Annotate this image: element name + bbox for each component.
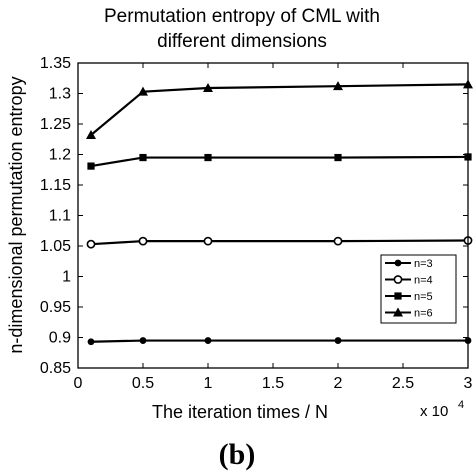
legend-label-n6: n=6 — [414, 308, 433, 320]
y-axis: 0.85 0.9 0.95 1 1.05 1.1 1.15 1.2 1.25 1.3 1.35 — [40, 55, 468, 377]
y-tick-label: 1 — [62, 269, 71, 286]
data-point-n5 — [139, 153, 147, 162]
data-point-n3 — [204, 337, 212, 344]
x-tick-label: 2 — [334, 375, 343, 392]
y-tick-label: 0.85 — [40, 360, 71, 377]
x-exponent-power: 4 — [458, 399, 464, 411]
y-tick-label: 0.95 — [40, 299, 71, 316]
data-point-n4 — [203, 236, 213, 246]
legend: n=3 n=4 n=5 n=6 — [380, 254, 457, 324]
y-tick-label: 1.05 — [40, 238, 71, 255]
chart-title-line-1: Permutation entropy of CML with — [104, 6, 380, 27]
data-point-n4 — [138, 236, 148, 246]
x-axis: 0 0.5 1 1.5 2 2.5 3 — [74, 63, 473, 392]
data-point-n4 — [86, 239, 96, 249]
y-tick-label: 1.15 — [40, 177, 71, 194]
data-point-n5 — [334, 153, 342, 162]
x-tick-label: 3 — [464, 375, 473, 392]
legend-label-n5: n=5 — [414, 291, 433, 303]
y-tick-label: 1.35 — [40, 55, 71, 72]
legend-marker-n4 — [393, 275, 403, 284]
x-tick-label: 1.5 — [262, 375, 284, 392]
legend-marker-n6 — [393, 307, 403, 317]
data-point-n3 — [87, 338, 95, 346]
panel-label: (b) — [219, 438, 256, 471]
x-tick-label: 2.5 — [392, 375, 414, 392]
y-tick-label: 1.2 — [49, 147, 71, 164]
legend-label-n3: n=3 — [414, 258, 433, 270]
y-axis-label: n-dimensional permutation entropy — [6, 76, 26, 353]
series-line-n3 — [90, 339, 468, 343]
legend-marker-n3 — [394, 259, 402, 267]
data-point-n6 — [86, 129, 96, 139]
x-axis-exponent: x 10 4 — [420, 399, 464, 420]
data-point-n6 — [203, 83, 213, 93]
x-tick-label: 1 — [204, 375, 213, 392]
y-tick-label: 1.25 — [40, 116, 71, 133]
series-line-n4 — [90, 239, 469, 246]
x-tick-label: 0.5 — [132, 375, 154, 392]
data-point-n4 — [333, 236, 343, 246]
series-line-n5 — [90, 155, 469, 168]
data-point-n5 — [204, 153, 212, 162]
data-point-n6 — [138, 86, 148, 96]
y-tick-label: 1.1 — [49, 208, 71, 225]
plot-area — [86, 79, 473, 346]
chart-title-line-2: different dimensions — [157, 31, 327, 52]
y-tick-label: 1.3 — [49, 86, 71, 103]
data-point-n3 — [139, 337, 147, 344]
y-tick-label: 0.9 — [49, 330, 71, 347]
x-tick-label: 0 — [74, 375, 83, 392]
legend-marker-n5 — [394, 292, 402, 300]
x-axis-label: The iteration times / N — [152, 402, 328, 422]
legend-label-n4: n=4 — [414, 275, 433, 287]
data-point-n6 — [333, 81, 343, 91]
x-exponent-base: x 10 — [420, 403, 448, 420]
data-point-n5 — [87, 162, 95, 170]
data-point-n3 — [334, 337, 342, 344]
series-line-n6 — [90, 83, 469, 136]
